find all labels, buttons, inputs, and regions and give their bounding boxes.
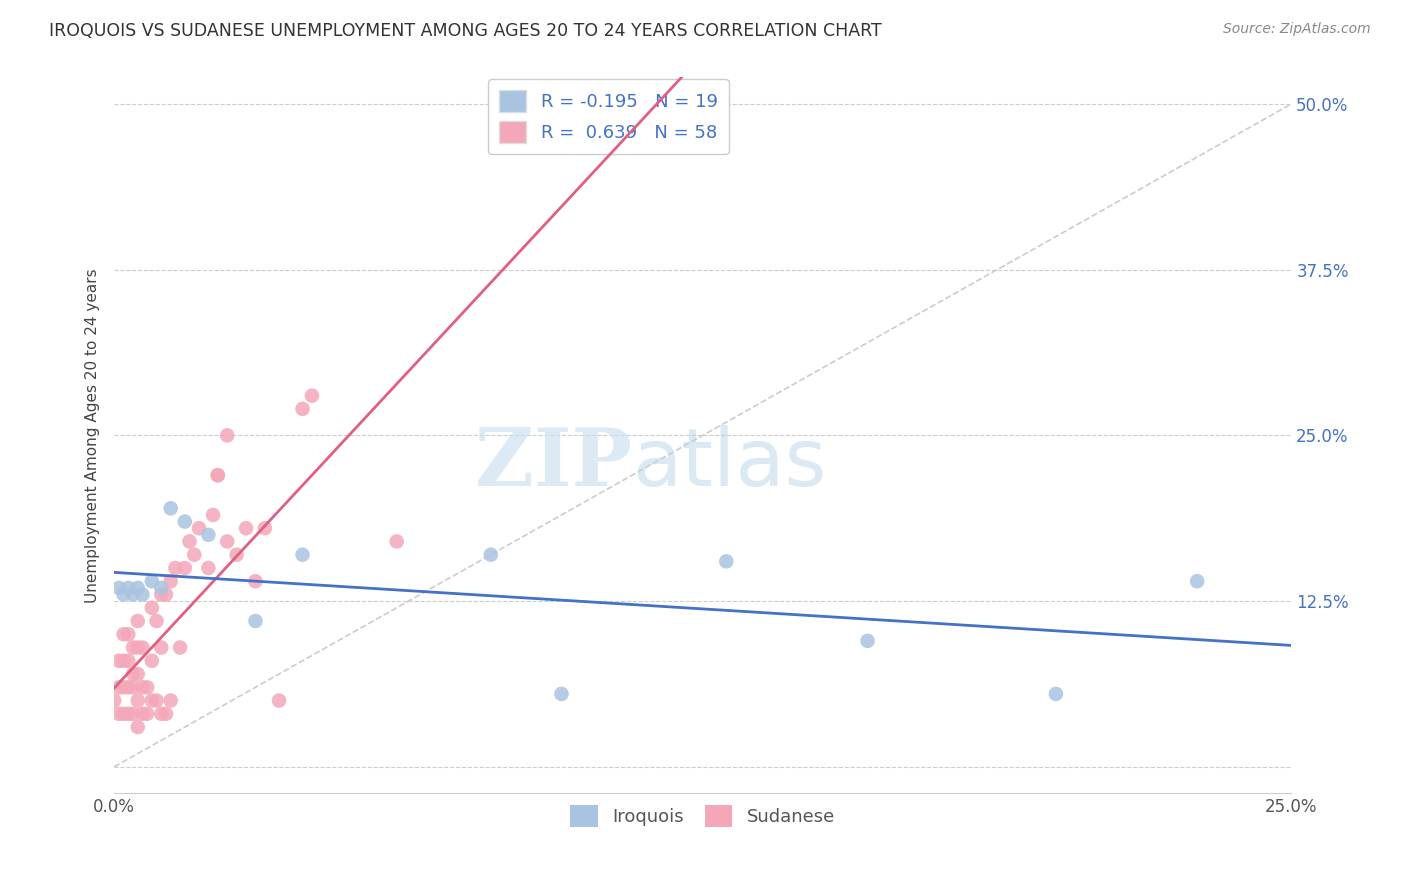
Point <box>141 654 163 668</box>
Y-axis label: Unemployment Among Ages 20 to 24 years: Unemployment Among Ages 20 to 24 years <box>86 268 100 603</box>
Point <box>173 561 195 575</box>
Point <box>159 501 181 516</box>
Legend: Iroquois, Sudanese: Iroquois, Sudanese <box>564 798 842 834</box>
Point <box>127 640 149 655</box>
Point <box>716 554 738 568</box>
Text: ZIP: ZIP <box>475 425 633 503</box>
Point <box>136 681 159 695</box>
Point <box>112 681 135 695</box>
Point <box>122 587 145 601</box>
Point <box>267 693 290 707</box>
Point <box>112 706 135 721</box>
Point <box>245 574 267 589</box>
Point <box>145 614 167 628</box>
Point <box>165 561 187 575</box>
Point <box>127 720 149 734</box>
Point <box>131 706 153 721</box>
Point <box>217 534 239 549</box>
Point <box>385 534 408 549</box>
Point <box>155 706 177 721</box>
Point <box>301 389 323 403</box>
Point <box>479 548 502 562</box>
Text: atlas: atlas <box>633 425 827 503</box>
Point <box>122 706 145 721</box>
Point <box>117 681 139 695</box>
Point <box>159 693 181 707</box>
Point <box>127 693 149 707</box>
Point <box>150 587 173 601</box>
Point <box>1185 574 1208 589</box>
Point <box>183 548 205 562</box>
Point <box>141 693 163 707</box>
Point <box>108 681 131 695</box>
Point <box>202 508 225 522</box>
Point <box>225 548 247 562</box>
Point <box>1045 687 1067 701</box>
Point <box>117 581 139 595</box>
Point <box>207 468 229 483</box>
Point <box>141 574 163 589</box>
Point <box>112 654 135 668</box>
Point <box>217 428 239 442</box>
Point <box>117 706 139 721</box>
Point <box>127 667 149 681</box>
Point <box>127 614 149 628</box>
Point <box>122 681 145 695</box>
Point <box>253 521 276 535</box>
Point <box>150 706 173 721</box>
Point <box>856 633 879 648</box>
Point <box>159 574 181 589</box>
Text: IROQUOIS VS SUDANESE UNEMPLOYMENT AMONG AGES 20 TO 24 YEARS CORRELATION CHART: IROQUOIS VS SUDANESE UNEMPLOYMENT AMONG … <box>49 22 882 40</box>
Point <box>131 587 153 601</box>
Point <box>103 693 125 707</box>
Point <box>145 693 167 707</box>
Point <box>136 706 159 721</box>
Point <box>108 706 131 721</box>
Point <box>291 401 314 416</box>
Point <box>131 640 153 655</box>
Point <box>131 681 153 695</box>
Point <box>235 521 257 535</box>
Point <box>197 528 219 542</box>
Point <box>179 534 201 549</box>
Point <box>169 640 191 655</box>
Point <box>550 687 572 701</box>
Point <box>187 521 209 535</box>
Point <box>117 627 139 641</box>
Point <box>112 587 135 601</box>
Point <box>127 581 149 595</box>
Point <box>141 600 163 615</box>
Point <box>173 515 195 529</box>
Point <box>207 468 229 483</box>
Point <box>150 640 173 655</box>
Point <box>245 614 267 628</box>
Point <box>150 581 173 595</box>
Text: Source: ZipAtlas.com: Source: ZipAtlas.com <box>1223 22 1371 37</box>
Point <box>108 654 131 668</box>
Point <box>155 587 177 601</box>
Point <box>108 581 131 595</box>
Point <box>122 667 145 681</box>
Point <box>197 561 219 575</box>
Point <box>291 548 314 562</box>
Point <box>122 640 145 655</box>
Point <box>112 627 135 641</box>
Point <box>117 654 139 668</box>
